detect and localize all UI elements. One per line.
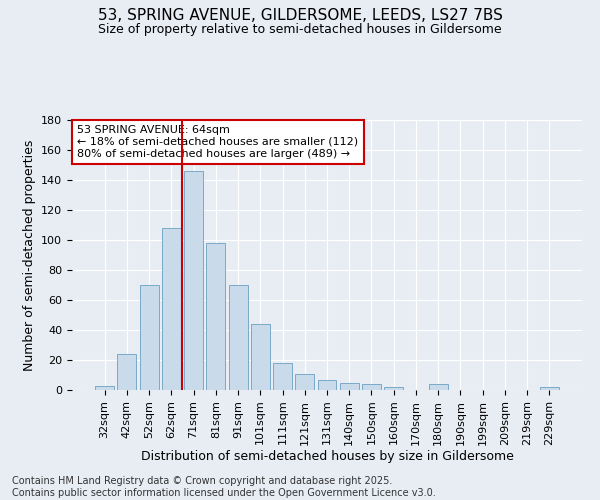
Bar [295, 374, 314, 390]
Bar [540, 387, 559, 390]
Bar [206, 243, 225, 390]
Bar [429, 384, 448, 390]
X-axis label: Distribution of semi-detached houses by size in Gildersome: Distribution of semi-detached houses by … [140, 450, 514, 464]
Bar [140, 285, 158, 390]
Bar [229, 285, 248, 390]
Bar [362, 384, 381, 390]
Bar [317, 380, 337, 390]
Bar [251, 324, 270, 390]
Y-axis label: Number of semi-detached properties: Number of semi-detached properties [23, 140, 35, 370]
Text: 53 SPRING AVENUE: 64sqm
← 18% of semi-detached houses are smaller (112)
80% of s: 53 SPRING AVENUE: 64sqm ← 18% of semi-de… [77, 126, 358, 158]
Bar [95, 386, 114, 390]
Bar [384, 387, 403, 390]
Bar [184, 171, 203, 390]
Text: Size of property relative to semi-detached houses in Gildersome: Size of property relative to semi-detach… [98, 22, 502, 36]
Text: Contains HM Land Registry data © Crown copyright and database right 2025.
Contai: Contains HM Land Registry data © Crown c… [12, 476, 436, 498]
Bar [118, 354, 136, 390]
Bar [273, 363, 292, 390]
Bar [162, 228, 181, 390]
Text: 53, SPRING AVENUE, GILDERSOME, LEEDS, LS27 7BS: 53, SPRING AVENUE, GILDERSOME, LEEDS, LS… [98, 8, 502, 22]
Bar [340, 382, 359, 390]
